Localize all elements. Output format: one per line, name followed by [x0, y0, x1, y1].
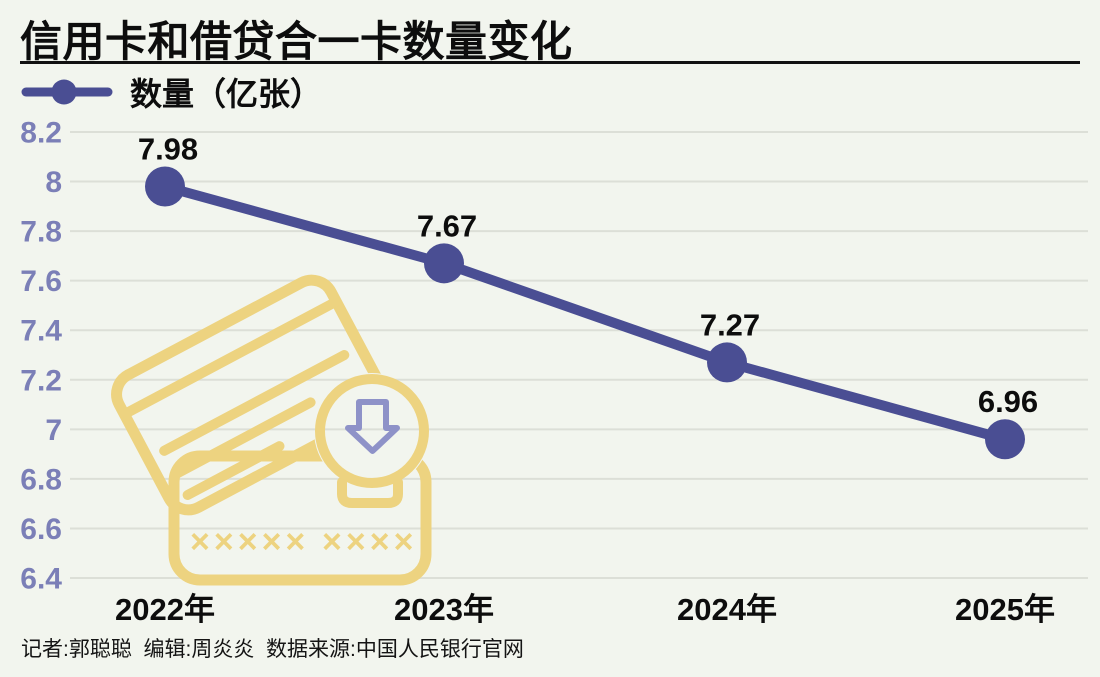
card-slot [337, 477, 403, 508]
front-card [168, 450, 432, 586]
y-tick-label: 6.6 [20, 513, 62, 546]
legend-dot [51, 79, 77, 105]
y-tick-label: 7.6 [20, 265, 62, 298]
data-point-marker [707, 342, 747, 383]
data-point-label: 7.67 [417, 208, 477, 243]
decline-circle [315, 374, 429, 488]
data-series: 7.98 7.67 7.27 6.96 2022年 2023年 2024年 2025年 [115, 132, 1055, 627]
legend-label: 数量（亿张） [130, 76, 323, 112]
y-tick-label: 7.2 [20, 364, 62, 397]
legend: 数量（亿张） [20, 74, 322, 112]
data-point-label: 7.27 [700, 307, 760, 342]
chart-title: 信用卡和借贷合一卡数量变化 [20, 18, 573, 65]
credit-card-decrease-icon: ××××× ×××× [111, 274, 432, 586]
title-underline [20, 61, 1080, 64]
x-axis-label: 2024年 [677, 592, 777, 627]
data-point-label: 7.98 [138, 132, 198, 167]
y-tick-label: 7 [45, 414, 62, 447]
x-axis-label: 2022年 [115, 592, 215, 627]
x-axis-label: 2025年 [955, 592, 1055, 627]
y-tick-label: 6.4 [20, 563, 62, 596]
footer-credit: 记者:郭聪聪 编辑:周炎炎 数据来源:中国人民银行官网 [21, 638, 524, 661]
card-number-mask: ××××× [190, 523, 309, 561]
y-tick-label: 8.2 [20, 117, 62, 150]
data-line [160, 181, 1010, 445]
card-number-mask: ×××× [322, 523, 417, 561]
y-tick-label: 7.8 [20, 216, 62, 249]
line-dot-marker-icon [21, 79, 113, 105]
data-point-marker [424, 243, 464, 284]
data-point-label: 6.96 [978, 384, 1038, 419]
y-tick-label: 8 [45, 166, 62, 199]
y-tick-label: 7.4 [20, 315, 62, 348]
data-point-marker [145, 166, 185, 207]
down-arrow-icon [345, 399, 400, 454]
data-point-marker [985, 419, 1025, 460]
x-axis-label: 2023年 [394, 592, 494, 627]
gridlines-and-yaxis: 8.287.87.67.47.276.86.66.4 [20, 117, 1088, 596]
y-tick-label: 6.8 [20, 463, 62, 496]
line-chart: 8.287.87.67.47.276.86.66.4 ××××× ×××× [20, 117, 1088, 627]
